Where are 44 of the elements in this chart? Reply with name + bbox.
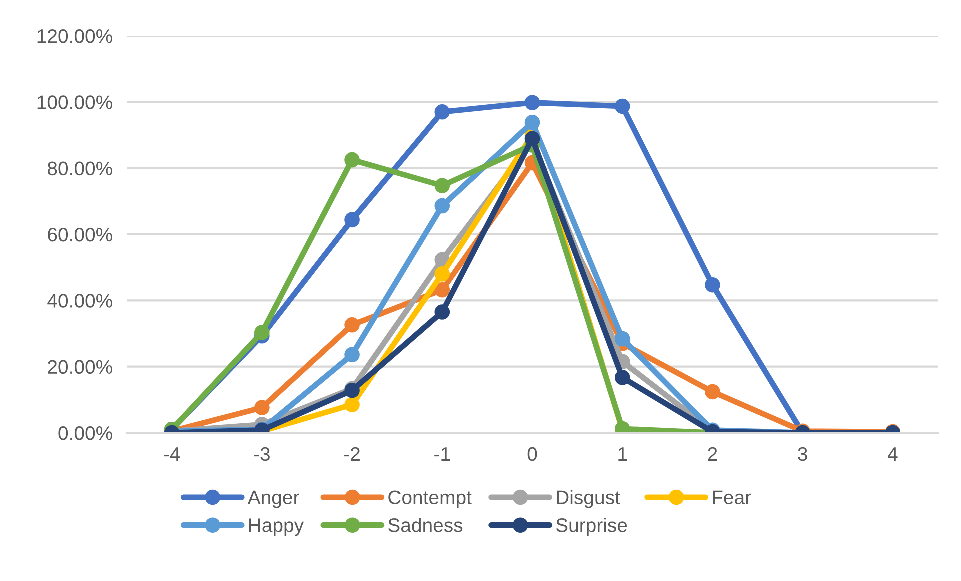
point <box>524 131 540 147</box>
point <box>614 331 630 347</box>
y-tick-label: 80.00% <box>48 162 112 176</box>
point <box>254 325 270 340</box>
x-tick-label: -3 <box>254 447 270 462</box>
point <box>344 347 360 363</box>
legend-label: Sadness <box>388 518 463 532</box>
legend-label: Contempt <box>388 490 472 508</box>
y-tick-label: 120.00% <box>38 29 112 44</box>
point <box>524 95 540 110</box>
legend-label: Surprise <box>556 518 628 536</box>
point <box>254 400 270 416</box>
point <box>344 397 360 413</box>
legend-label: Anger <box>248 490 300 508</box>
point <box>434 104 450 120</box>
y-tick-label: 40.00% <box>48 294 112 308</box>
point <box>434 304 450 320</box>
x-tick-label: 1 <box>618 448 628 461</box>
x-tick-label: 0 <box>528 447 538 462</box>
point <box>434 266 450 282</box>
point <box>614 98 630 114</box>
point <box>434 282 450 298</box>
x-tick-label: -2 <box>344 447 360 461</box>
x-tick-label: -4 <box>164 448 180 461</box>
y-tick-label: 100.00% <box>38 96 112 110</box>
point <box>434 198 450 214</box>
legend-label: Fear <box>713 490 752 504</box>
x-tick-label: 3 <box>798 447 808 462</box>
y-tick-label: 0.00% <box>58 426 112 440</box>
legend-label: Disgust <box>557 490 620 508</box>
x-tick-label: 2 <box>708 447 718 461</box>
point <box>524 115 540 130</box>
point <box>344 318 360 333</box>
y-tick-label: 60.00% <box>48 228 112 242</box>
x-tick-label: -1 <box>434 448 450 461</box>
point <box>705 277 720 293</box>
x-tick-label: 4 <box>888 448 898 461</box>
legend-label: Happy <box>249 518 304 536</box>
point <box>344 212 360 228</box>
y-tick-label: 20.00% <box>48 360 112 374</box>
point <box>705 384 720 400</box>
point <box>434 178 450 194</box>
point <box>344 152 360 168</box>
point <box>614 370 630 386</box>
